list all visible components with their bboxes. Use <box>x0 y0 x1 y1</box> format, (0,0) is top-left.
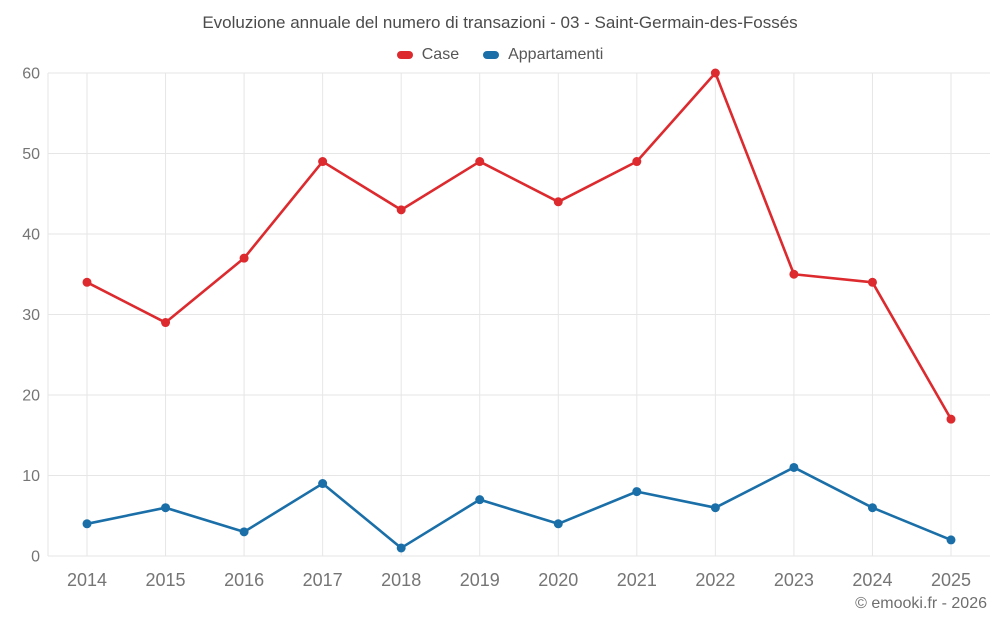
y-axis-tick-label: 20 <box>22 388 40 405</box>
data-point-appartamenti-2014 <box>82 519 92 529</box>
legend-label-appartamenti: Appartamenti <box>508 46 604 63</box>
data-point-case-2024 <box>867 277 877 287</box>
data-point-appartamenti-2016 <box>239 527 249 537</box>
data-point-appartamenti-2023 <box>789 462 799 472</box>
x-axis-tick-label: 2016 <box>224 570 264 590</box>
data-point-case-2017 <box>318 157 328 167</box>
data-point-appartamenti-2025 <box>946 535 956 545</box>
data-point-case-2025 <box>946 414 956 424</box>
y-axis-tick-label: 50 <box>22 146 40 163</box>
data-point-case-2019 <box>475 157 485 167</box>
y-axis-tick-label: 10 <box>22 468 40 485</box>
chart-legend: Case Appartamenti <box>0 46 1000 64</box>
data-point-appartamenti-2018 <box>396 543 406 553</box>
data-point-case-2023 <box>789 269 799 279</box>
data-point-appartamenti-2022 <box>710 503 720 513</box>
series-line-appartamenti <box>85 466 953 550</box>
data-point-appartamenti-2017 <box>318 479 328 489</box>
data-point-case-2020 <box>553 197 563 207</box>
data-point-case-2022 <box>710 68 720 78</box>
x-axis-tick-label: 2022 <box>695 570 735 590</box>
chart-title: Evoluzione annuale del numero di transaz… <box>202 13 798 32</box>
y-axis-tick-label: 0 <box>31 549 40 566</box>
data-point-appartamenti-2019 <box>475 495 485 505</box>
copyright-watermark: © emooki.fr - 2026 <box>855 595 987 612</box>
data-point-appartamenti-2024 <box>867 503 877 513</box>
x-axis-tick-label: 2020 <box>538 570 578 590</box>
series-line-case <box>85 71 953 421</box>
x-axis-tick-label: 2023 <box>774 570 814 590</box>
data-point-case-2021 <box>632 157 642 167</box>
data-point-appartamenti-2015 <box>161 503 171 513</box>
data-point-case-2016 <box>239 253 249 263</box>
y-axis-tick-label: 30 <box>22 307 40 324</box>
x-axis-tick-label: 2019 <box>460 570 500 590</box>
data-point-appartamenti-2021 <box>632 487 642 497</box>
legend-item-case[interactable]: Case <box>396 46 460 64</box>
data-point-case-2015 <box>161 318 171 328</box>
case-legend-swatch-icon <box>396 51 413 59</box>
y-axis-tick-label: 40 <box>22 227 40 244</box>
y-axis-tick-label: 60 <box>22 66 40 83</box>
appartamenti-legend-swatch-icon <box>483 51 500 59</box>
x-axis-tick-label: 2025 <box>931 570 971 590</box>
data-point-appartamenti-2020 <box>553 519 563 529</box>
data-point-case-2014 <box>82 277 92 287</box>
legend-item-appartamenti[interactable]: Appartamenti <box>483 46 603 64</box>
data-point-case-2018 <box>396 205 406 215</box>
legend-label-case: Case <box>421 46 460 63</box>
x-axis-tick-label: 2014 <box>67 570 107 590</box>
x-axis-tick-label: 2018 <box>381 570 421 590</box>
x-axis-tick-label: 2024 <box>852 570 892 590</box>
x-axis-tick-label: 2021 <box>617 570 657 590</box>
x-axis-tick-label: 2015 <box>146 570 186 590</box>
x-axis-tick-label: 2017 <box>303 570 343 590</box>
